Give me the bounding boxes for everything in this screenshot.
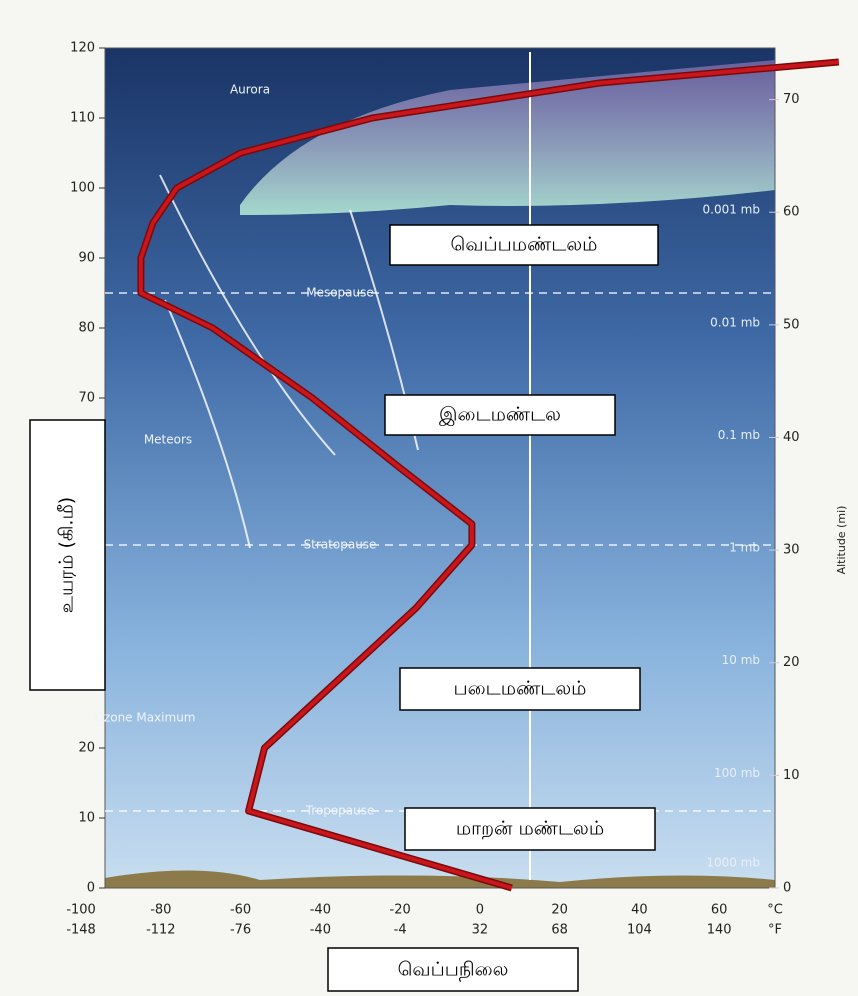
y-tick-label: 90 bbox=[78, 251, 95, 266]
y-tick-label: 0 bbox=[87, 881, 95, 896]
y2-axis-label: Altitude (mi) bbox=[835, 506, 848, 575]
pressure-label: 100 mb bbox=[714, 766, 760, 780]
x-tick-label: -20 bbox=[390, 903, 411, 918]
annotation: Ozone Maximum bbox=[94, 711, 195, 725]
layer-label: படைமண்டலம் bbox=[454, 678, 587, 700]
x-tick-label-f: -148 bbox=[66, 923, 96, 938]
x-tick-label-f: 104 bbox=[627, 923, 652, 938]
x-tick-label: -80 bbox=[150, 903, 171, 918]
boundary-label: Stratopause bbox=[304, 538, 377, 552]
x-tick-label-f: -76 bbox=[230, 923, 251, 938]
y-tick-label: 80 bbox=[78, 321, 95, 336]
y-axis-label: உயரம் (கி.மீ) bbox=[56, 497, 78, 613]
y2-tick-label: 70 bbox=[783, 92, 800, 107]
y2-tick-label: 10 bbox=[783, 768, 800, 783]
x-tick-label: 40 bbox=[631, 903, 648, 918]
x-unit: °C bbox=[767, 903, 783, 918]
y2-tick-label: 40 bbox=[783, 430, 800, 445]
boundary-label: Tropopause bbox=[305, 804, 375, 818]
x-tick-label: 20 bbox=[551, 903, 568, 918]
x-tick-label: -100 bbox=[66, 903, 96, 918]
annotation: Aurora bbox=[230, 83, 270, 97]
chart: 0102030405060708090100110120010203040506… bbox=[0, 0, 858, 992]
layer-label: இடைமண்டல bbox=[439, 404, 561, 426]
x-tick-label-f: -40 bbox=[310, 923, 331, 938]
y-tick-label: 20 bbox=[78, 741, 95, 756]
pressure-label: 0.001 mb bbox=[703, 203, 760, 217]
pressure-label: 1000 mb bbox=[706, 856, 760, 870]
y-tick-label: 10 bbox=[78, 811, 95, 826]
pressure-label: 1 mb bbox=[729, 541, 760, 555]
y-tick-label: 100 bbox=[70, 181, 95, 196]
pressure-label: 0.1 mb bbox=[718, 428, 760, 442]
y2-tick-label: 60 bbox=[783, 205, 800, 220]
x-tick-label: -60 bbox=[230, 903, 251, 918]
x-unit-f: °F bbox=[768, 923, 782, 938]
x-tick-label-f: -112 bbox=[146, 923, 176, 938]
x-tick-label-f: -4 bbox=[394, 923, 407, 938]
x-tick-label: 0 bbox=[476, 903, 484, 918]
boundary-label: Mesopause bbox=[306, 286, 374, 300]
x-tick-label: -40 bbox=[310, 903, 331, 918]
annotation: Meteors bbox=[144, 433, 192, 447]
x-tick-label-f: 68 bbox=[551, 923, 568, 938]
y-tick-label: 110 bbox=[70, 111, 95, 126]
y2-tick-label: 50 bbox=[783, 317, 800, 332]
x-axis-label: வெப்பநிலை bbox=[398, 959, 509, 982]
y2-tick-label: 20 bbox=[783, 655, 800, 670]
y2-tick-label: 30 bbox=[783, 543, 800, 558]
pressure-label: 0.01 mb bbox=[710, 315, 760, 329]
x-tick-label-f: 140 bbox=[707, 923, 732, 938]
layer-label: மாறன் மண்டலம் bbox=[456, 818, 604, 840]
y-tick-label: 120 bbox=[70, 41, 95, 56]
x-tick-label-f: 32 bbox=[472, 923, 489, 938]
x-tick-label: 60 bbox=[711, 903, 728, 918]
pressure-label: 10 mb bbox=[722, 653, 760, 667]
y2-tick-label: 0 bbox=[783, 881, 791, 896]
layer-label: வெப்பமண்டலம் bbox=[451, 234, 598, 256]
y-tick-label: 70 bbox=[78, 391, 95, 406]
